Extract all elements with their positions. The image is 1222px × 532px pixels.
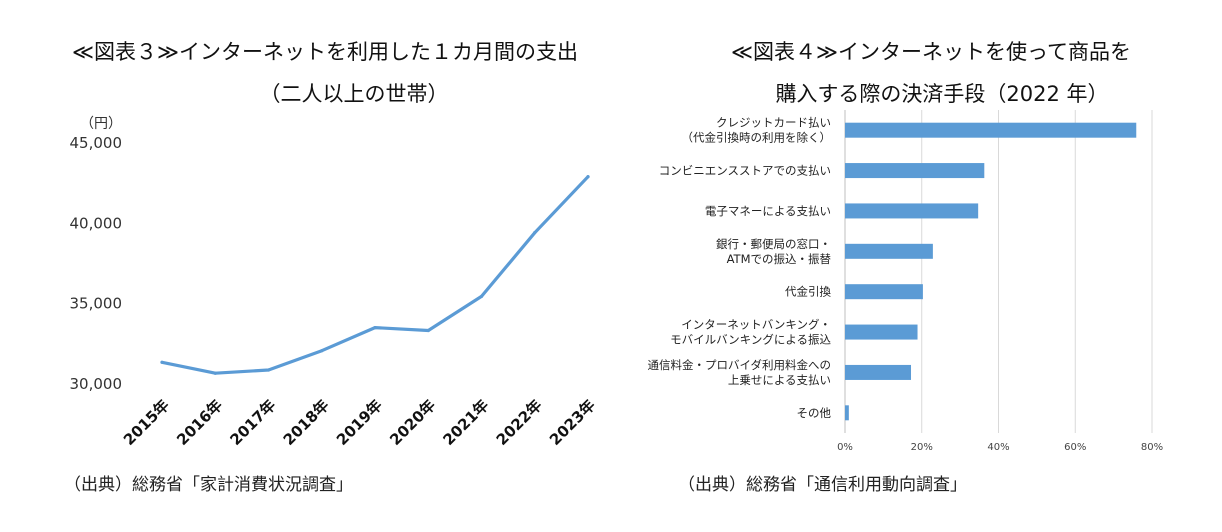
- bar: [845, 324, 918, 340]
- category-label: 電子マネーによる支払い: [705, 204, 831, 218]
- data-point: [479, 294, 484, 299]
- bar: [845, 122, 1137, 138]
- x-tick-label: 2015年: [120, 396, 173, 449]
- category-label: 上乗せによる支払い: [728, 373, 831, 387]
- chart1-title: ≪図表３≫インターネットを利用した１カ月間の支出: [72, 40, 578, 64]
- category-label: （代金引換時の利用を除く）: [682, 131, 832, 145]
- y-unit-label: （円）: [80, 116, 122, 132]
- chart2-title: ≪図表４≫インターネットを使って商品を: [731, 40, 1131, 64]
- x-tick-label: 2022年: [493, 396, 546, 449]
- category-label: モバイルバンキングによる振込: [670, 333, 831, 347]
- data-point: [266, 368, 271, 372]
- x-tick-label: 20%: [911, 442, 933, 453]
- x-tick-label: 2018年: [280, 396, 333, 449]
- category-label: インターネットバンキング・: [681, 318, 831, 332]
- bar: [845, 284, 923, 300]
- bar: [845, 364, 912, 380]
- data-point: [373, 326, 377, 330]
- series-line: [160, 175, 590, 375]
- chart1-source: （出典）総務省「家計消費状況調査」: [64, 475, 353, 495]
- y-tick-label: 30,000: [70, 375, 123, 393]
- bar: [845, 405, 849, 421]
- category-label: 代金引換: [785, 285, 831, 299]
- x-tick-label: 2019年: [333, 396, 386, 449]
- chart2-source: （出典）総務省「通信利用動向調査」: [678, 475, 967, 495]
- x-tick-label: 0%: [837, 442, 853, 453]
- data-point: [160, 360, 164, 364]
- category-label: クレジットカード払い: [716, 116, 831, 130]
- bar: [845, 243, 933, 259]
- y-tick-label: 40,000: [70, 214, 123, 232]
- bar-chart: 0% 20% 40% 60% 80% クレジットカード払い（代金引換時の利用を除く） コンビ…: [647, 110, 1163, 453]
- x-tick-label: 2017年: [226, 396, 279, 449]
- category-label: 銀行・郵便局の窓口・: [716, 237, 831, 251]
- bar: [845, 203, 979, 219]
- data-point: [320, 349, 324, 353]
- chart1-subtitle: （二人以上の世帯）: [259, 82, 449, 106]
- data-point: [586, 175, 590, 179]
- data-point: [426, 328, 430, 333]
- x-tick-label: 2023年: [546, 396, 599, 449]
- category-label: ATMでの振込・振替: [727, 252, 832, 266]
- x-tick-label: 2020年: [386, 396, 439, 449]
- chart2-subtitle: 購入する際の決済手段（2022 年）: [775, 82, 1109, 106]
- category-label: 通信料金・プロバイダ利用料金への: [647, 358, 831, 372]
- x-tick-label: 80%: [1141, 442, 1163, 453]
- bar: [845, 163, 985, 179]
- category-label: その他: [797, 406, 832, 420]
- x-tick-label: 2021年: [439, 396, 492, 449]
- category-label: コンビニエンスストアでの支払い: [659, 164, 831, 178]
- x-tick-label: 40%: [987, 442, 1009, 453]
- x-tick-label: 2016年: [173, 396, 226, 449]
- y-tick-label: 45,000: [70, 134, 123, 152]
- data-point: [213, 371, 217, 375]
- x-tick-label: 60%: [1064, 442, 1086, 453]
- y-tick-label: 35,000: [70, 295, 123, 313]
- data-point: [533, 231, 537, 235]
